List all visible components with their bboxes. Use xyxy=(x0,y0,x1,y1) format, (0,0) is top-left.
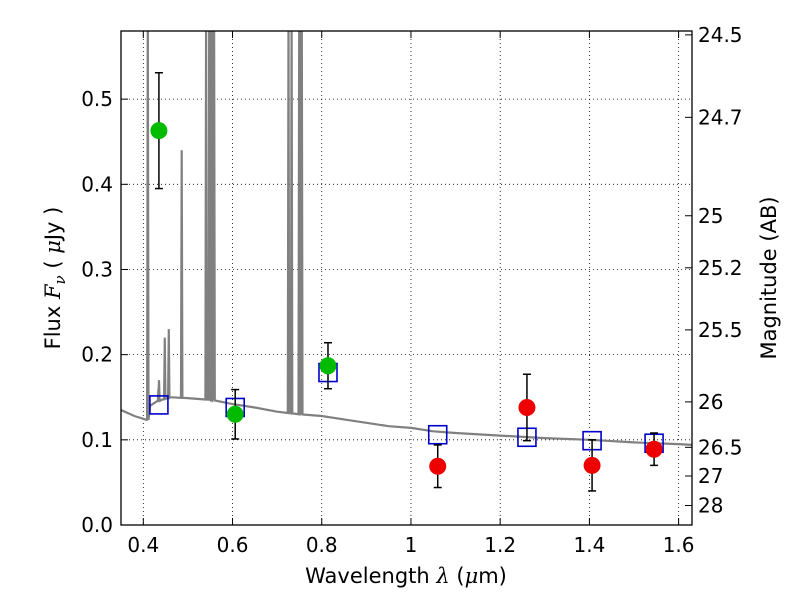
right-tick-label: 28 xyxy=(698,493,723,517)
red-data-point xyxy=(518,398,536,416)
red-data-point xyxy=(429,457,447,475)
red-data-point xyxy=(583,456,601,474)
x-axis-title: Wavelength λ (μm) xyxy=(305,564,507,588)
green-data-point xyxy=(226,405,244,423)
right-tick-label: 25.5 xyxy=(698,318,743,342)
model-photometry-square xyxy=(427,424,448,445)
axis-ticks: 0.4 0.6 0.8 1 1.2 1.4 1.6 0.0 0.1 0.2 0.3 0.4 0.5 24.… xyxy=(81,23,742,557)
y-tick-label: 0.1 xyxy=(81,428,113,452)
x-tick-label: 0.8 xyxy=(306,533,338,557)
y-tick-label: 0.3 xyxy=(81,257,113,281)
spectrum-line xyxy=(121,31,692,446)
y-tick-label: 0.5 xyxy=(81,87,113,111)
right-tick-label: 25 xyxy=(698,204,723,228)
x-tick-label: 0.6 xyxy=(217,533,249,557)
right-tick-label: 25.2 xyxy=(698,256,743,280)
right-tick-label: 24.5 xyxy=(698,23,743,47)
model-photometry-square xyxy=(149,395,169,415)
right-tick-label: 24.7 xyxy=(698,105,743,129)
x-tick-label: 1 xyxy=(405,533,418,557)
x-tick-label: 1.4 xyxy=(573,533,605,557)
axes-frame xyxy=(120,30,693,526)
x-tick-label: 1.6 xyxy=(663,533,695,557)
y-tick-label: 0.0 xyxy=(81,513,113,537)
y-tick-label: 0.4 xyxy=(81,172,113,196)
right-axis-title: Magnitude (AB) xyxy=(757,196,781,359)
data-markers xyxy=(149,71,664,492)
right-tick-label: 26 xyxy=(698,390,723,414)
right-tick-label: 26.5 xyxy=(698,435,743,459)
x-tick-label: 1.2 xyxy=(484,533,516,557)
model-spectrum xyxy=(121,31,692,446)
green-data-point xyxy=(150,122,168,140)
y-tick-label: 0.2 xyxy=(81,343,113,367)
right-tick-label: 27 xyxy=(698,464,723,488)
x-tick-label: 0.4 xyxy=(127,533,159,557)
red-data-point xyxy=(645,440,663,458)
y-axis-title: Flux Fν ( μJy ) xyxy=(41,207,69,350)
green-data-point xyxy=(319,357,337,375)
